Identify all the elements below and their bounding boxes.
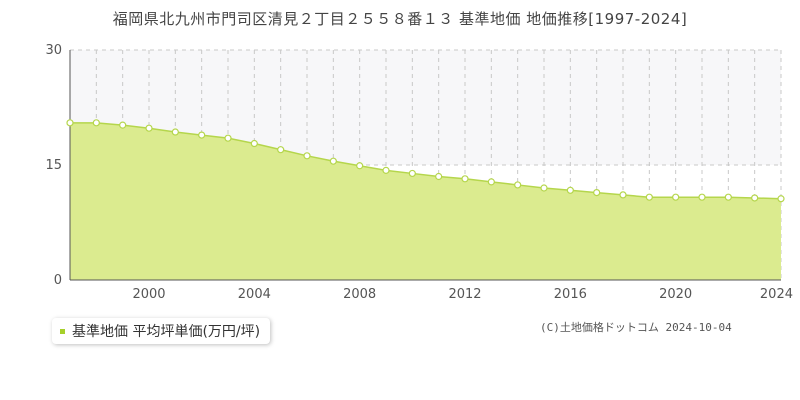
data-point <box>698 193 706 201</box>
data-point <box>435 172 443 181</box>
data-point <box>672 193 680 201</box>
series-area <box>70 122 781 280</box>
data-point <box>408 169 416 178</box>
data-point <box>356 162 364 170</box>
data-point <box>224 134 232 142</box>
data-point <box>303 152 311 160</box>
y-tick-label: 0 <box>54 273 62 288</box>
y-tick-label: 30 <box>45 43 62 58</box>
data-point <box>593 189 601 197</box>
copyright-text: (C)土地価格ドットコム 2024-10-04 <box>540 321 732 334</box>
data-point <box>145 124 153 132</box>
data-point <box>777 195 785 203</box>
data-point <box>724 193 732 201</box>
legend-label: 基準地価 平均坪単価(万円/坪) <box>72 324 261 340</box>
data-point <box>514 181 522 189</box>
data-point <box>645 193 653 201</box>
data-point <box>119 121 127 129</box>
data-point <box>329 157 337 165</box>
data-point <box>461 175 469 183</box>
x-tick-label: 2024 <box>760 287 793 302</box>
x-tick-label: 2000 <box>132 287 165 302</box>
x-tick-label: 2012 <box>448 287 481 302</box>
legend-marker <box>60 328 65 334</box>
x-tick-label: 2004 <box>238 287 271 302</box>
data-point <box>198 131 206 139</box>
data-point <box>619 191 627 199</box>
data-point <box>751 194 759 202</box>
y-tick-label: 15 <box>45 158 62 173</box>
x-tick-label: 2016 <box>554 287 587 302</box>
data-point <box>171 128 179 136</box>
data-point <box>66 119 74 127</box>
data-point <box>92 119 100 127</box>
data-point <box>277 146 285 154</box>
series-line <box>70 122 782 200</box>
data-point <box>487 178 495 186</box>
chart-title: 福岡県北九州市門司区清見２丁目２５５８番１３ 基準地価 地価推移[1997-20… <box>112 10 688 28</box>
x-tick-label: 2020 <box>659 287 692 302</box>
data-point <box>382 166 390 174</box>
data-point <box>250 139 258 148</box>
data-point <box>540 184 548 192</box>
x-tick-label: 2008 <box>343 287 376 302</box>
data-point <box>566 186 574 194</box>
legend: 基準地価 平均坪単価(万円/坪) <box>52 318 271 344</box>
